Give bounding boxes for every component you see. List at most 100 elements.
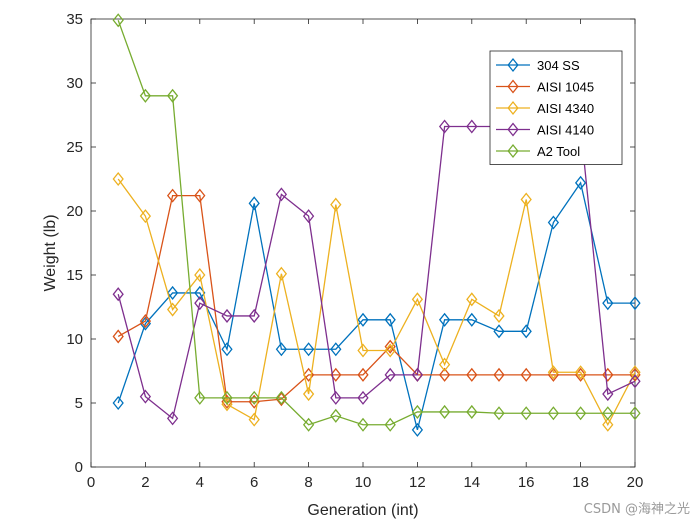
data-point-marker xyxy=(438,367,451,382)
y-axis-label: Weight (lb) xyxy=(42,214,59,291)
data-point-marker xyxy=(520,192,532,207)
x-axis-label: Generation (int) xyxy=(307,502,418,519)
data-point-marker xyxy=(221,342,233,357)
data-point-marker xyxy=(302,342,315,357)
data-point-marker xyxy=(384,417,396,432)
x-tick-label: 14 xyxy=(463,474,480,491)
data-point-marker xyxy=(112,13,124,28)
data-point-marker xyxy=(275,266,288,281)
data-point-marker xyxy=(357,367,369,382)
data-point-marker xyxy=(438,404,451,420)
legend-item: AISI 4140 xyxy=(496,122,594,138)
data-point-marker xyxy=(493,406,505,421)
data-point-marker xyxy=(302,386,315,402)
data-point-marker xyxy=(466,119,478,134)
data-point-marker xyxy=(547,406,560,421)
data-point-marker xyxy=(411,367,424,382)
data-point-marker xyxy=(493,367,505,382)
data-point-marker xyxy=(302,209,315,224)
data-point-marker xyxy=(194,390,206,405)
y-tick-label: 5 xyxy=(75,395,83,412)
data-point-marker xyxy=(466,312,478,327)
x-tick-label: 6 xyxy=(250,474,258,491)
data-point-marker xyxy=(166,302,179,317)
data-point-marker xyxy=(275,392,288,407)
data-point-marker xyxy=(221,390,233,405)
x-tick-label: 4 xyxy=(196,474,204,491)
data-point-marker xyxy=(166,411,179,426)
y-tick-label: 0 xyxy=(75,459,83,476)
data-point-marker xyxy=(112,287,124,302)
data-point-marker xyxy=(275,390,288,405)
legend-item: A2 Tool xyxy=(496,143,580,159)
legend-label: 304 SS xyxy=(537,58,580,73)
data-point-marker xyxy=(112,329,124,344)
data-point-marker xyxy=(547,215,560,230)
x-tick-label: 8 xyxy=(304,474,312,491)
data-point-marker xyxy=(221,308,233,324)
data-point-marker xyxy=(248,390,260,405)
data-point-marker xyxy=(330,197,342,212)
legend-label: A2 Tool xyxy=(537,144,580,159)
data-point-marker xyxy=(330,408,342,423)
data-point-marker xyxy=(166,88,179,103)
data-point-marker xyxy=(438,357,451,372)
data-point-marker xyxy=(275,187,288,202)
data-point-marker xyxy=(629,367,641,382)
data-point-marker xyxy=(302,417,315,432)
legend-marker-swatch xyxy=(507,100,519,116)
data-point-marker xyxy=(493,308,505,324)
legend-item: AISI 4340 xyxy=(496,100,594,116)
data-point-marker xyxy=(466,367,478,382)
data-point-marker xyxy=(411,404,424,420)
x-tick-label: 18 xyxy=(572,474,589,491)
data-point-marker xyxy=(629,296,641,311)
legend-marker-swatch xyxy=(507,143,519,159)
data-point-marker xyxy=(602,386,614,402)
data-point-marker xyxy=(194,267,206,283)
legend-label: AISI 1045 xyxy=(537,80,594,95)
legend-marker-swatch xyxy=(507,122,519,137)
series-layer xyxy=(112,13,641,437)
legend-label: AISI 4140 xyxy=(537,123,594,138)
series-a2-tool xyxy=(112,13,641,432)
y-tick-label: 15 xyxy=(66,267,83,284)
x-tick-label: 12 xyxy=(409,474,426,491)
data-point-marker xyxy=(275,342,288,357)
data-point-marker xyxy=(629,406,641,421)
data-point-marker xyxy=(139,209,152,224)
data-point-marker xyxy=(357,417,369,432)
data-point-marker xyxy=(547,365,560,380)
y-tick-label: 35 xyxy=(66,11,83,28)
data-point-marker xyxy=(248,196,260,211)
data-point-marker xyxy=(520,406,532,421)
data-point-marker xyxy=(520,367,532,382)
y-tick-label: 20 xyxy=(66,203,83,220)
data-point-marker xyxy=(139,314,152,329)
data-point-marker xyxy=(357,390,369,405)
x-tick-label: 2 xyxy=(141,474,149,491)
legend-marker-swatch xyxy=(507,79,519,94)
data-point-marker xyxy=(139,88,152,103)
x-tick-label: 10 xyxy=(355,474,372,491)
data-point-marker xyxy=(438,119,451,134)
x-tick-label: 16 xyxy=(518,474,535,491)
data-point-marker xyxy=(602,367,614,382)
data-point-marker xyxy=(194,188,206,203)
data-point-marker xyxy=(520,324,532,339)
data-point-marker xyxy=(411,422,424,437)
data-point-marker xyxy=(438,312,451,327)
series-aisi-4340 xyxy=(112,171,641,432)
legend-label: AISI 4340 xyxy=(537,101,594,116)
data-point-marker xyxy=(330,342,342,357)
data-point-marker xyxy=(493,324,505,339)
data-point-marker xyxy=(357,312,369,327)
x-tick-label: 20 xyxy=(627,474,644,491)
data-point-marker xyxy=(466,292,478,307)
data-point-marker xyxy=(248,412,260,427)
y-tick-label: 10 xyxy=(66,331,83,348)
watermark-text: CSDN @海神之光 xyxy=(583,502,690,517)
data-point-marker xyxy=(194,296,206,311)
data-point-marker xyxy=(112,395,124,411)
